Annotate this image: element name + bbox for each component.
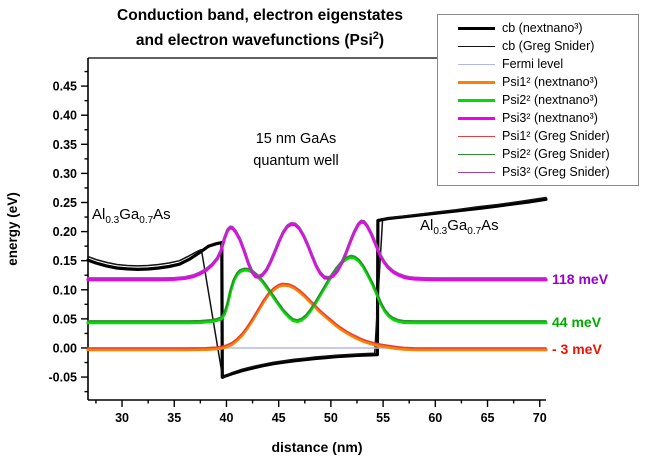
y-tick-label: 0.10 (53, 283, 77, 297)
y-tick-label: 0.45 (53, 80, 77, 94)
material-as: As (153, 206, 171, 223)
material-al-fraction: 0.3 (433, 226, 448, 237)
legend-item: Psi1² (nextnano³) (438, 73, 638, 91)
legend-item: Psi3² (Greg Snider) (438, 163, 638, 181)
x-tick-label: 35 (167, 411, 181, 425)
material-al: Al (92, 206, 106, 223)
legend-item-label: Psi2² (nextnano³) (502, 93, 598, 107)
x-tick-label: 50 (324, 411, 338, 425)
legend-item: cb (nextnano³) (438, 19, 638, 37)
left-barrier-material-label: Al0.3Ga0.7As (92, 206, 171, 226)
material-ga: Ga (447, 217, 468, 234)
legend-line-sample (458, 45, 495, 47)
material-ga-fraction: 0.7 (467, 226, 482, 237)
chart-title-line1: Conduction band, electron eigenstates (117, 7, 403, 24)
legend-item: Psi2² (Greg Snider) (438, 145, 638, 163)
legend-item: Psi3² (nextnano³) (438, 109, 638, 127)
energy-level-label: 44 meV (552, 314, 602, 330)
x-axis-title: distance (nm) (271, 439, 362, 455)
legend-item-label: Psi1² (nextnano³) (502, 75, 598, 89)
legend-line-sample (458, 98, 495, 102)
y-tick-label: -0.05 (49, 371, 78, 385)
energy-level-label: 118 meV (552, 271, 609, 287)
x-tick-label: 70 (533, 411, 547, 425)
y-tick-label: 0.40 (53, 109, 77, 123)
quantum-well-label-line1: 15 nm GaAs (255, 131, 337, 147)
x-tick-label: 55 (376, 411, 390, 425)
chart-title: Conduction band, electron eigenstates an… (20, 5, 500, 51)
x-tick-label: 60 (428, 411, 442, 425)
chart-title-line2-close: ) (378, 32, 385, 50)
y-axis-title: energy (eV) (5, 192, 20, 266)
legend-box: cb (nextnano³) cb (Greg Snider) Fermi leve… (437, 14, 639, 186)
legend-line-sample (458, 26, 495, 30)
material-as: As (481, 217, 499, 234)
y-tick-label: 0.05 (53, 312, 77, 326)
legend-item-label: cb (nextnano³) (502, 21, 583, 35)
legend-item-label: cb (Greg Snider) (502, 39, 595, 53)
legend-item-label: Fermi level (502, 57, 564, 71)
psi2-snider-curve (87, 254, 547, 322)
right-barrier-material-label: Al0.3Ga0.7As (420, 217, 499, 237)
x-tick-label: 40 (220, 411, 234, 425)
legend-item: Fermi level (438, 55, 638, 73)
energy-level-label: - 3 meV (552, 341, 602, 357)
psi1-snider-curve (87, 282, 547, 349)
psi1-nextnano-curve (86, 283, 548, 352)
x-tick-label: 30 (115, 411, 129, 425)
y-tick-label: 0.25 (53, 196, 77, 210)
legend-line-sample (458, 153, 495, 155)
legend-item: Psi2² (nextnano³) (438, 91, 638, 109)
quantum-well-label: 15 nm GaAs quantum well (226, 128, 366, 172)
legend-line-sample (458, 116, 495, 120)
x-tick-label: 65 (481, 411, 495, 425)
legend-item-label: Psi1² (Greg Snider) (502, 129, 610, 143)
cb-snider-curve (87, 196, 547, 379)
legend-item-label: Psi3² (Greg Snider) (502, 165, 610, 179)
cb-nextnano-curve (86, 197, 548, 379)
chart-title-line2: and electron wavefunctions (Psi2) (20, 26, 500, 51)
y-tick-label: 0.00 (53, 341, 77, 355)
legend-item: Psi1² (Greg Snider) (438, 127, 638, 145)
chart-title-superscript: 2 (372, 30, 379, 42)
chart-title-line2-text: and electron wavefunctions (Psi (135, 32, 373, 50)
legend-line-sample (458, 171, 495, 173)
x-tick-label: 45 (272, 411, 286, 425)
legend-item-label: Psi3² (nextnano³) (502, 111, 598, 125)
psi3-snider-curve (87, 219, 547, 279)
material-ga-fraction: 0.7 (139, 215, 154, 226)
quantum-well-label-line2: quantum well (253, 153, 339, 169)
y-tick-label: 0.15 (53, 254, 77, 268)
legend-line-sample (458, 80, 495, 84)
y-tick-label: 0.35 (53, 138, 77, 152)
material-al: Al (420, 217, 434, 234)
legend-item: cb (Greg Snider) (438, 37, 638, 55)
legend-item-label: Psi2² (Greg Snider) (502, 147, 610, 161)
legend-line-sample (458, 135, 495, 137)
legend-line-sample (458, 63, 495, 65)
y-tick-label: 0.30 (53, 167, 77, 181)
material-al-fraction: 0.3 (105, 215, 120, 226)
material-ga: Ga (119, 206, 140, 223)
y-tick-label: 0.20 (53, 225, 77, 239)
